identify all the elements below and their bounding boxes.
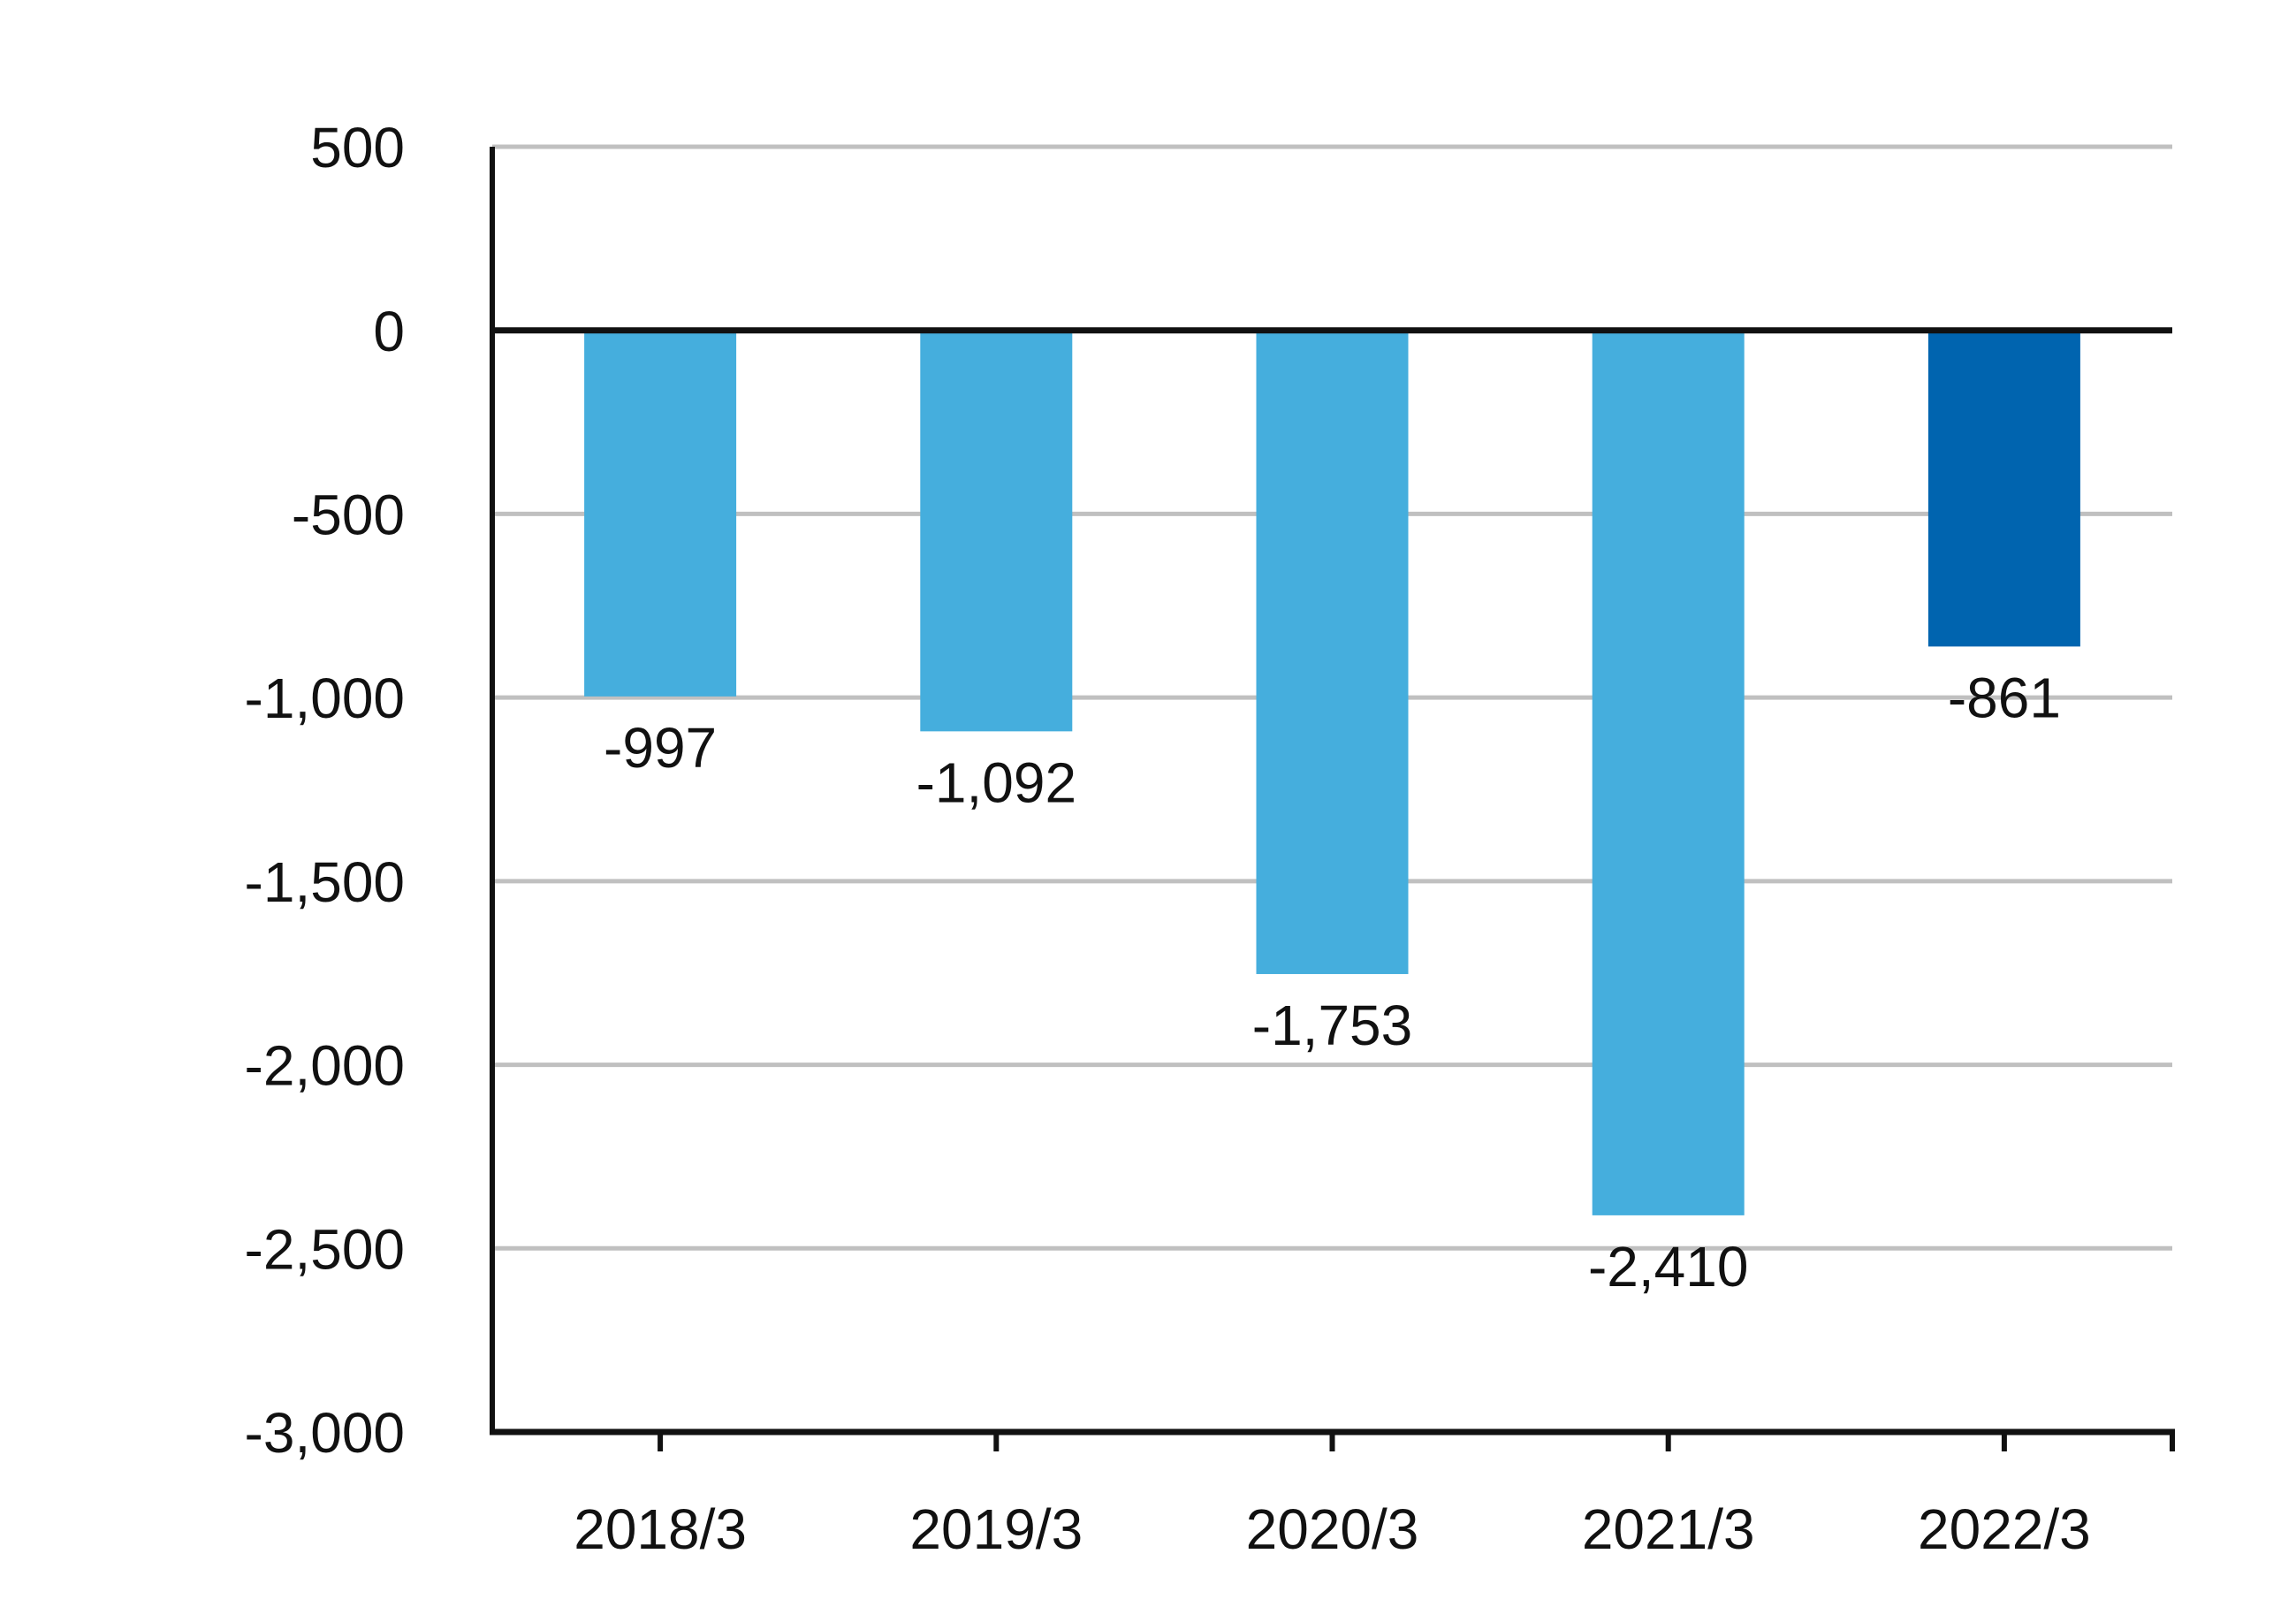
- axes: [490, 147, 2175, 1451]
- y-tick-label: -2,000: [245, 1034, 405, 1098]
- bar-2020-3: [1256, 330, 1409, 974]
- data-labels: -997 -1,092 -1,753 -2,410 -861: [604, 666, 2061, 1298]
- x-tick-label: 2021/3: [1582, 1497, 1755, 1561]
- bar-2022-3: [1927, 330, 2080, 647]
- data-label: -861: [1948, 666, 2061, 729]
- bar-2018-3: [584, 330, 737, 697]
- y-tick-label: -2,500: [245, 1217, 405, 1281]
- x-tick-label: 2020/3: [1246, 1497, 1419, 1561]
- y-tick-label: -3,000: [245, 1401, 405, 1465]
- bars: [584, 330, 2080, 1215]
- data-label: -1,753: [1252, 994, 1412, 1057]
- x-tick-label: 2019/3: [909, 1497, 1083, 1561]
- bar-2021-3: [1592, 330, 1745, 1215]
- data-label: -2,410: [1588, 1235, 1748, 1299]
- y-tick-label: -1,000: [245, 666, 405, 730]
- y-tick-labels: 500 0 -500 -1,000 -1,500 -2,000 -2,500 -3,000: [245, 116, 405, 1465]
- data-label: -997: [604, 716, 717, 780]
- y-tick-label: -500: [292, 483, 405, 546]
- y-tick-label: -1,500: [245, 850, 405, 914]
- bar-2019-3: [920, 330, 1073, 732]
- x-tick-label: 2018/3: [574, 1497, 747, 1561]
- data-label: -1,092: [916, 750, 1076, 814]
- x-tick-labels: 2018/3 2019/3 2020/3 2021/3 2022/3: [574, 1497, 2091, 1561]
- y-tick-label: 0: [373, 300, 405, 363]
- x-tick-label: 2022/3: [1918, 1497, 2091, 1561]
- y-tick-label: 500: [310, 116, 405, 179]
